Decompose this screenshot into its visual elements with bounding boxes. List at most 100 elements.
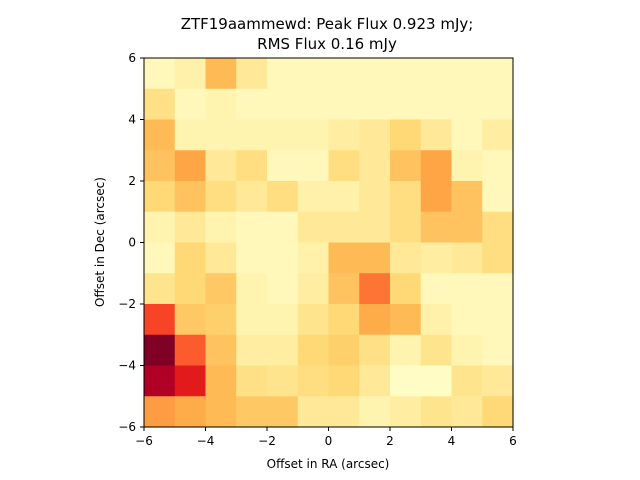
heatmap-cell	[482, 211, 514, 244]
heatmap-cell	[482, 88, 514, 121]
heatmap-cell	[205, 304, 237, 336]
heatmap-cell	[236, 273, 268, 305]
heatmap-cell	[451, 304, 483, 336]
heatmap-cell	[420, 396, 453, 428]
heatmap-cell	[328, 334, 360, 367]
heatmap-cell	[451, 242, 483, 274]
heatmap-cell	[297, 119, 330, 151]
heatmap-cell	[174, 396, 207, 428]
heatmap-cell	[390, 88, 422, 121]
heatmap-cell	[390, 242, 422, 274]
heatmap-cell	[297, 334, 330, 367]
heatmap-cell	[144, 58, 176, 90]
heatmap-cell	[174, 150, 207, 182]
heatmap-cell	[297, 181, 330, 213]
heatmap-cell	[205, 365, 237, 397]
heatmap-cell	[297, 88, 330, 121]
heatmap-cell	[482, 181, 514, 213]
heatmap-cell	[236, 119, 268, 151]
heatmap-cell	[451, 334, 483, 367]
heatmap-cell	[328, 304, 360, 336]
heatmap-cell	[297, 304, 330, 336]
heatmap-cell	[390, 396, 422, 428]
heatmap-cell	[297, 396, 330, 428]
heatmap-cell	[297, 58, 330, 90]
heatmap-cell	[267, 150, 299, 182]
heatmap-cell	[390, 119, 422, 151]
heatmap-cell	[390, 334, 422, 367]
heatmap-cell	[328, 273, 360, 305]
heatmap-cell	[236, 365, 268, 397]
heatmap-cell	[420, 181, 453, 213]
heatmap-cell	[482, 119, 514, 151]
heatmap-cell	[267, 119, 299, 151]
y-tick-label: 2	[128, 174, 136, 188]
heatmap-cell	[236, 181, 268, 213]
heatmap-cell	[297, 273, 330, 305]
heatmap-cell	[328, 396, 360, 428]
x-axis-label: Offset in RA (arcsec)	[267, 457, 390, 471]
heatmap-cell	[236, 334, 268, 367]
heatmap-cell	[359, 88, 391, 121]
heatmap-cell	[420, 242, 453, 274]
heatmap-cell	[205, 242, 237, 274]
heatmap-cell	[144, 242, 176, 274]
heatmap-cell	[390, 211, 422, 244]
heatmap-cell	[205, 273, 237, 305]
heatmap-cell	[451, 88, 483, 121]
heatmap-cell	[174, 365, 207, 397]
heatmap-cell	[359, 150, 391, 182]
heatmap-cell	[144, 211, 176, 244]
heatmap-cell	[267, 304, 299, 336]
y-axis-ticks: −6 −4 −2 0 2 4 6	[118, 51, 144, 434]
heatmap-cell	[451, 119, 483, 151]
heatmap-cell	[205, 396, 237, 428]
heatmap-cell	[205, 88, 237, 121]
heatmap-cell	[236, 58, 268, 90]
heatmap-cell	[236, 211, 268, 244]
heatmap-cell	[328, 211, 360, 244]
heatmap-cell	[267, 181, 299, 213]
heatmap-cell	[297, 242, 330, 274]
heatmap-cell	[390, 273, 422, 305]
y-tick-label: −2	[118, 297, 136, 311]
heatmap-cell	[482, 273, 514, 305]
heatmap-cell	[267, 88, 299, 121]
heatmap-cell	[205, 334, 237, 367]
heatmap-cell	[451, 273, 483, 305]
heatmap-cell	[174, 58, 207, 90]
heatmap-cell	[482, 334, 514, 367]
heatmap-cell	[390, 365, 422, 397]
y-tick-label: 4	[128, 113, 136, 127]
heatmap-cell	[328, 242, 360, 274]
heatmap-cell	[420, 211, 453, 244]
heatmap-cell	[359, 304, 391, 336]
heatmap-cell	[390, 181, 422, 213]
heatmap-cells	[144, 58, 514, 428]
heatmap-cell	[267, 365, 299, 397]
heatmap-cell	[390, 304, 422, 336]
heatmap-cell	[144, 273, 176, 305]
heatmap-cell	[359, 242, 391, 274]
heatmap-cell	[144, 365, 176, 397]
heatmap-cell	[359, 181, 391, 213]
heatmap-cell	[236, 304, 268, 336]
heatmap-cell	[174, 211, 207, 244]
heatmap-cell	[174, 88, 207, 121]
x-tick-label: 4	[448, 434, 456, 448]
heatmap-cell	[420, 58, 453, 90]
heatmap-cell	[297, 150, 330, 182]
heatmap-cell	[482, 242, 514, 274]
heatmap-cell	[174, 119, 207, 151]
heatmap-cell	[174, 273, 207, 305]
heatmap-cell	[174, 242, 207, 274]
heatmap-cell	[451, 181, 483, 213]
chart-title-line1: ZTF19aammewd: Peak Flux 0.923 mJy;	[181, 15, 474, 33]
heatmap-cell	[390, 150, 422, 182]
x-tick-label: −6	[135, 434, 153, 448]
heatmap-cell	[328, 150, 360, 182]
heatmap-cell	[359, 334, 391, 367]
heatmap-cell	[328, 181, 360, 213]
heatmap-cell	[451, 365, 483, 397]
heatmap-cell	[144, 304, 176, 336]
